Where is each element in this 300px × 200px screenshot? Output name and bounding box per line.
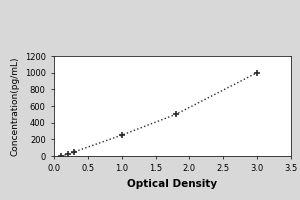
Y-axis label: Concentration(pg/mL): Concentration(pg/mL) <box>10 56 19 156</box>
X-axis label: Optical Density: Optical Density <box>128 179 218 189</box>
